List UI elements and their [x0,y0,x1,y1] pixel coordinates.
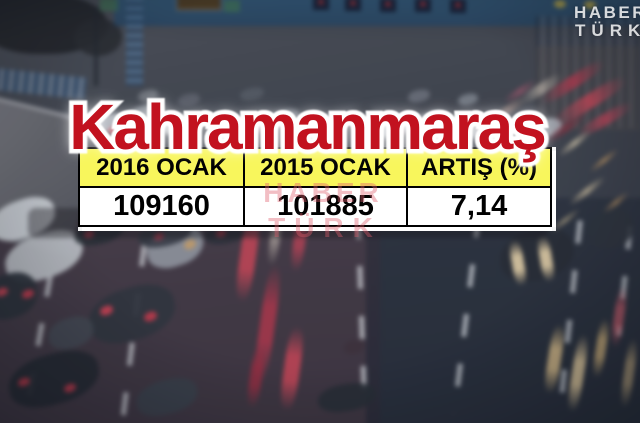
lamp-pole [94,6,98,86]
gantry-sign [100,0,118,11]
matrix-dots [179,0,219,8]
lane-closed-signal: ✕ [380,0,396,12]
page-title: Kahramanmaraş [0,93,614,161]
lane-closed-signal: ✕ [415,0,431,12]
lane-closed-signal: ✕ [450,0,466,13]
gantry-light [584,1,596,9]
gantry-sign [224,0,240,12]
matrix-warning-sign [176,0,222,11]
lane-closed-signal: ✕ [345,0,361,11]
value-2016-ocak: 109160 [80,188,243,225]
haberturk-logo-line1: HABER [574,3,640,22]
value-2015-ocak: 101885 [245,188,406,225]
haberturk-logo: HABER TÜRK [574,4,640,40]
gantry-truss-tower [126,0,143,86]
haberturk-logo-line2: TÜRK [575,21,640,40]
value-artis-pct: 7,14 [408,188,550,225]
lane-closed-signal: ✕ [313,0,329,10]
gantry-light [554,0,566,8]
